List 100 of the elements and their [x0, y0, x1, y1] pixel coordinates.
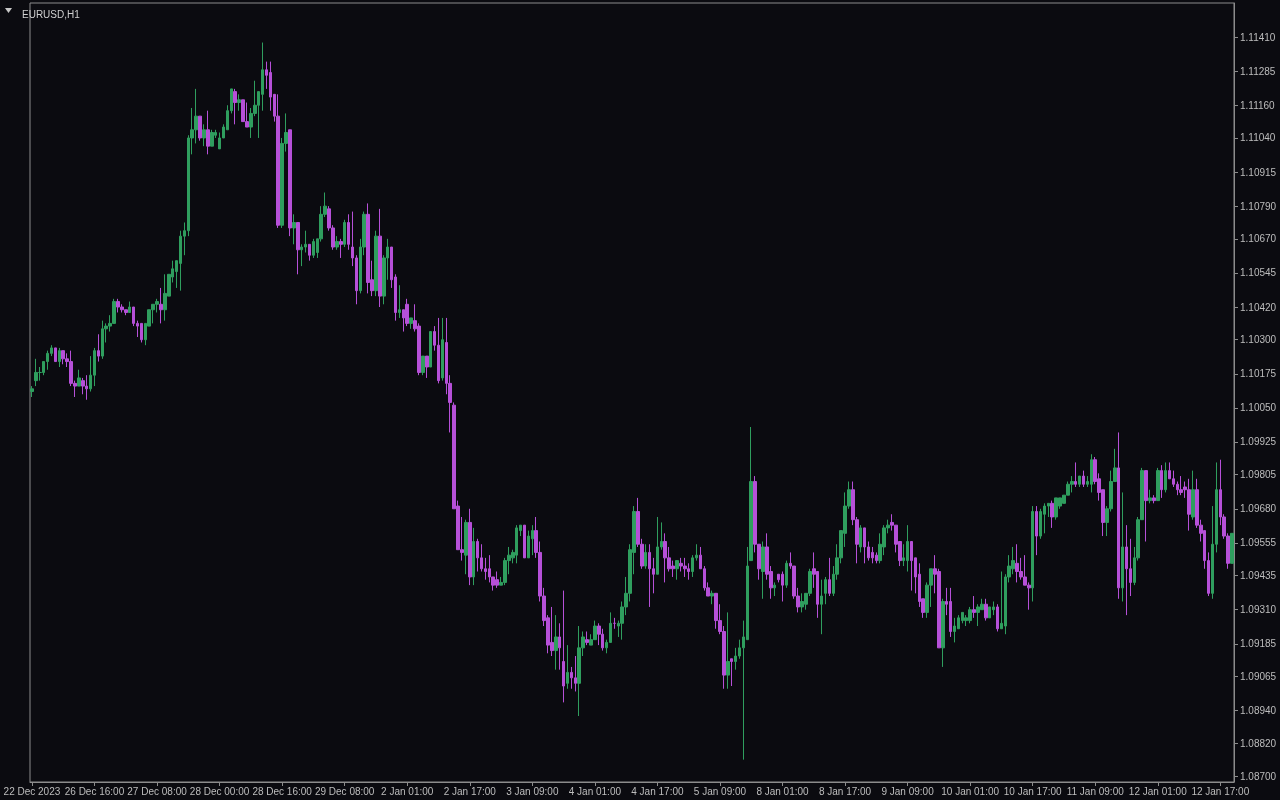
candlestick	[30, 385, 34, 398]
candlestick	[800, 592, 804, 613]
candlestick	[495, 571, 499, 589]
candlestick	[941, 598, 945, 668]
candlestick	[140, 322, 143, 343]
candlestick	[656, 516, 659, 575]
text: EURUSD,H1	[22, 8, 81, 20]
candlestick	[1050, 500, 1054, 529]
candlestick	[976, 603, 980, 627]
x-tick-label: 2 Jan 01:00	[381, 785, 434, 797]
candlestick	[237, 93, 241, 112]
y-tick-label: 1.10545	[1240, 267, 1277, 279]
candlestick	[441, 317, 444, 382]
candlestick	[335, 235, 339, 251]
candlestick	[558, 622, 561, 671]
candlestick	[1179, 475, 1183, 496]
candlestick	[550, 606, 554, 657]
candlestick	[577, 625, 581, 717]
candlestick	[77, 369, 81, 387]
candlestick	[1230, 532, 1234, 564]
x-tick-label: 3 Jan 09:00	[506, 785, 559, 797]
candlestick	[687, 562, 690, 581]
candlestick	[663, 532, 667, 583]
candlestick	[871, 546, 874, 564]
candlestick	[339, 238, 343, 259]
candlestick	[554, 614, 558, 671]
candlestick	[562, 590, 565, 703]
candlestick	[1074, 461, 1077, 488]
candlestick	[128, 301, 131, 313]
candlestick	[343, 219, 346, 248]
candlestick	[429, 331, 432, 368]
y-tick-label: 1.10790	[1240, 200, 1277, 212]
candlestick	[824, 576, 827, 605]
candlestick	[644, 543, 647, 570]
x-tick-label: 4 Jan 01:00	[568, 785, 622, 797]
candlestick	[515, 524, 518, 564]
candlestick	[378, 208, 382, 308]
candlestick	[61, 350, 65, 365]
candlestick	[1015, 543, 1019, 583]
x-tick-label: 5 Jan 09:00	[693, 785, 747, 797]
candlestick	[233, 88, 237, 125]
candlestick	[710, 590, 714, 605]
y-tick-label: 1.10420	[1240, 301, 1277, 313]
candlestick	[198, 115, 202, 142]
candlestick	[1156, 467, 1160, 502]
candlestick	[120, 303, 124, 313]
candlestick	[953, 617, 956, 643]
x-tick-label: 8 Jan 01:00	[756, 785, 810, 797]
candlestick	[972, 595, 976, 619]
candlestick	[54, 347, 57, 363]
candlestick	[366, 202, 370, 294]
candlestick	[906, 524, 909, 572]
y-tick-label: 1.09805	[1240, 469, 1277, 481]
y-tick-label: 1.10915	[1240, 166, 1277, 178]
x-tick-label: 11 Jan 09:00	[1066, 785, 1125, 797]
candlestick	[726, 611, 730, 690]
candlestick	[574, 655, 577, 692]
candlestick	[347, 213, 350, 251]
candlestick	[1082, 470, 1085, 488]
x-tick-label: 9 Jan 09:00	[881, 785, 935, 797]
x-tick-label: 27 Dec 08:00	[127, 785, 188, 797]
candlestick	[566, 644, 569, 690]
candlestick	[1148, 489, 1152, 504]
y-tick-label: 1.10670	[1240, 233, 1277, 245]
candlestick	[523, 524, 526, 559]
candlestick	[683, 557, 687, 578]
candlestick	[773, 581, 776, 597]
candlestick	[1070, 475, 1074, 493]
candlestick	[1160, 464, 1163, 499]
y-tick-label: 1.08940	[1240, 705, 1277, 717]
candlestick	[1187, 478, 1191, 532]
candlestick	[97, 333, 100, 363]
candlestick	[863, 527, 866, 564]
candlestick	[996, 603, 999, 632]
y-tick-label: 1.09555	[1240, 537, 1277, 549]
candlestick	[34, 358, 38, 387]
candlestick	[288, 129, 292, 237]
candlestick	[859, 524, 862, 553]
candlestick	[312, 238, 315, 259]
candlestick	[437, 317, 440, 384]
candlestick	[85, 374, 88, 401]
y-tick-label: 1.09065	[1240, 670, 1277, 682]
y-tick-label: 1.09925	[1240, 436, 1277, 448]
candlestick	[828, 557, 831, 597]
candlestick	[675, 560, 679, 581]
candlestick	[472, 527, 475, 586]
candlestick	[910, 541, 913, 592]
candlestick	[1152, 494, 1156, 504]
y-tick-label: 1.09310	[1240, 604, 1277, 616]
candlestick	[875, 551, 878, 564]
x-tick-label: 22 Dec 2023	[3, 785, 61, 797]
candlestick	[464, 519, 468, 575]
y-tick-label: 1.10050	[1240, 402, 1277, 414]
candlestick	[58, 347, 61, 368]
candlestick	[1090, 453, 1093, 493]
candlestick	[648, 543, 651, 608]
candlestick	[409, 317, 413, 330]
candlestick	[398, 284, 401, 319]
y-tick-label: 1.11285	[1240, 65, 1276, 77]
candlestick	[531, 524, 534, 556]
